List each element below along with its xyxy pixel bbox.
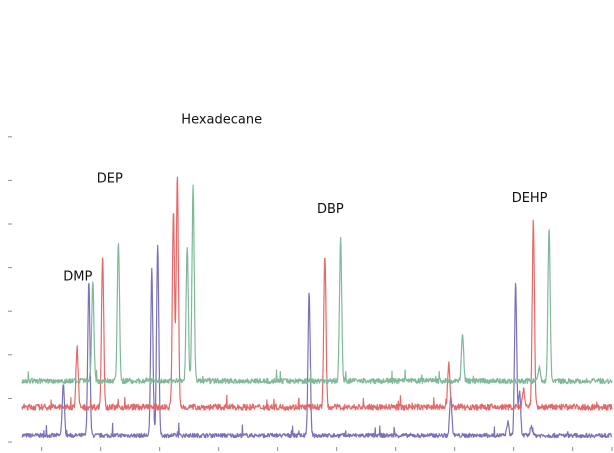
peak-label-dbp: DBP: [317, 202, 344, 217]
trace-series-2: [21, 184, 613, 385]
peak-label-dmp: DMP: [63, 270, 92, 285]
chromatogram-traces: [21, 176, 613, 439]
trace-series-1: [21, 176, 613, 411]
trace-series-0: [21, 244, 613, 439]
peak-label-dep: DEP: [97, 172, 123, 187]
peak-label-dehp: DEHP: [512, 191, 548, 206]
peak-label-hexadecane: Hexadecane: [181, 113, 262, 128]
axis-ticks: [8, 136, 613, 451]
peak-labels: DMP DEP Hexadecane DBP DEHP: [63, 113, 547, 285]
